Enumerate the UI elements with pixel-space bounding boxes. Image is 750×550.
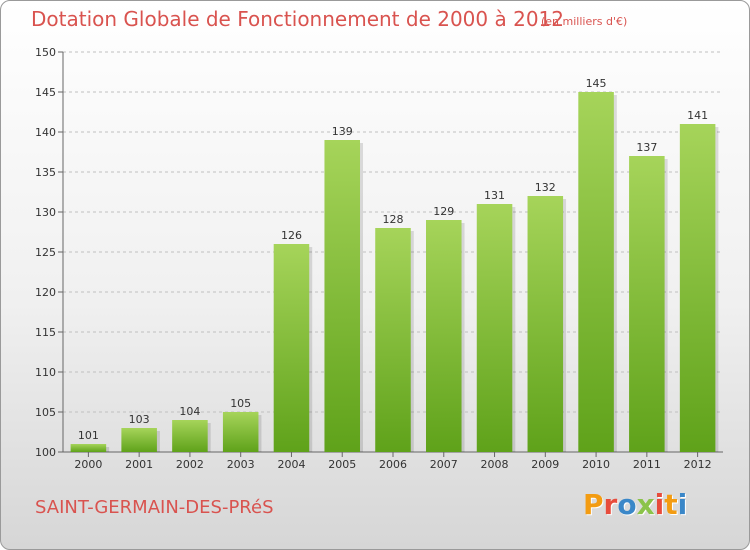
logo-letter: r [603,488,618,521]
bar [324,140,360,452]
data-label: 105 [230,397,251,410]
x-tick-label: 2001 [125,458,153,471]
data-label: 137 [636,141,657,154]
bar-layer [70,92,719,452]
logo-letter: x [636,488,655,521]
logo-letter: i [654,488,665,521]
y-tick-label: 130 [35,206,56,219]
logo-letter: P [583,488,604,521]
x-tick-label: 2011 [633,458,661,471]
bar [375,228,411,452]
chart-title: Dotation Globale de Fonctionnement de 20… [31,7,564,31]
x-tick-label: 2000 [74,458,102,471]
commune-name: SAINT-GERMAIN-DES-PRéS [35,497,274,518]
y-tick-label: 135 [35,166,56,179]
bar [578,92,614,452]
y-tick-label: 150 [35,46,56,59]
x-tick-label: 2003 [227,458,255,471]
y-tick-label: 140 [35,126,56,139]
bar [629,156,665,452]
bar [476,204,513,452]
data-label: 128 [383,213,404,226]
bar [172,420,208,452]
x-tick-label: 2010 [582,458,610,471]
data-label: 132 [535,181,556,194]
x-tick-label: 2005 [328,458,356,471]
label-layer: 101 103 104 105 126 139 128 129 131 132 145 137 141 [78,77,708,442]
y-tick-label: 105 [35,406,56,419]
chart-unit-label: (en milliers d'€) [541,15,628,28]
bar [426,220,462,452]
logo-letter: i [677,488,688,521]
y-tick-label: 125 [35,246,56,259]
x-tick-label: 2008 [481,458,509,471]
x-tick-label: 2002 [176,458,204,471]
x-tick-label: 2009 [531,458,559,471]
bar [273,244,310,452]
data-label: 141 [687,109,708,122]
bar [121,428,157,452]
proxiti-logo[interactable]: Proxiti [583,488,687,521]
y-tick-label: 120 [35,286,56,299]
data-label: 145 [586,77,607,90]
x-tick-label: 2007 [430,458,458,471]
data-label: 139 [332,125,353,138]
bar [527,196,564,452]
data-label: 131 [484,189,505,202]
data-label: 101 [78,429,99,442]
logo-letter: o [617,488,637,521]
y-tick-label: 110 [35,366,56,379]
bar [679,124,716,452]
data-label: 104 [179,405,200,418]
y-tick-label: 100 [35,446,56,459]
bar [222,412,259,452]
x-tick-label: 2012 [684,458,712,471]
logo-letter: t [664,488,678,521]
x-tick-label: 2004 [277,458,305,471]
y-tick-label: 145 [35,86,56,99]
data-label: 103 [129,413,150,426]
data-label: 126 [281,229,302,242]
data-label: 129 [433,205,454,218]
x-tick-label: 2006 [379,458,407,471]
bar [70,444,107,452]
axis-layer: 100 105 110 115 120 125 130 135 140 145 150 2000 200… [35,46,723,471]
y-tick-label: 115 [35,326,56,339]
